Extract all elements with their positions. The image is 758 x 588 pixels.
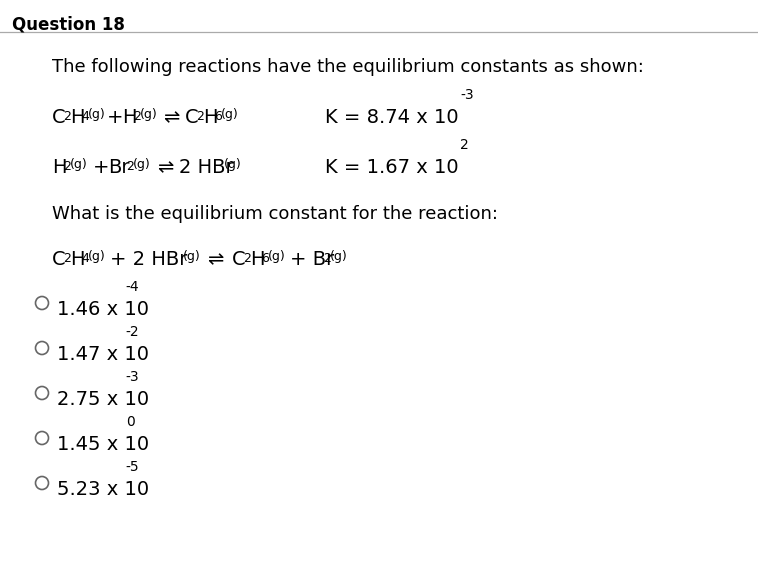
Text: 2: 2 — [126, 160, 134, 173]
Text: -5: -5 — [126, 460, 139, 474]
Text: (g): (g) — [268, 250, 286, 263]
Text: H: H — [70, 250, 84, 269]
Text: What is the equilibrium constant for the reaction:: What is the equilibrium constant for the… — [52, 205, 498, 223]
Text: 5.23 x 10: 5.23 x 10 — [57, 480, 149, 499]
Text: (g): (g) — [221, 108, 239, 121]
Text: 2: 2 — [460, 138, 468, 152]
Text: (g): (g) — [133, 158, 151, 171]
Text: C: C — [52, 108, 66, 127]
Text: 2: 2 — [243, 252, 251, 265]
Text: H: H — [203, 108, 218, 127]
Text: H: H — [250, 250, 265, 269]
Text: -3: -3 — [126, 370, 139, 384]
Text: C: C — [185, 108, 199, 127]
Text: (g): (g) — [70, 158, 88, 171]
Text: 2: 2 — [323, 252, 331, 265]
Text: 2.75 x 10: 2.75 x 10 — [57, 390, 149, 409]
Text: H: H — [70, 108, 84, 127]
Text: 2 HBr: 2 HBr — [179, 158, 233, 177]
Text: ⇌: ⇌ — [157, 158, 174, 177]
Text: 6: 6 — [261, 252, 269, 265]
Text: 2: 2 — [63, 110, 71, 123]
Text: 0: 0 — [126, 415, 134, 429]
Text: ⇌: ⇌ — [207, 250, 224, 269]
Text: -4: -4 — [126, 280, 139, 294]
Text: 6: 6 — [214, 110, 222, 123]
Text: 1.46 x 10: 1.46 x 10 — [57, 300, 149, 319]
Text: + 2 HBr: + 2 HBr — [110, 250, 187, 269]
Text: (g): (g) — [88, 108, 106, 121]
Text: K = 8.74 x 10: K = 8.74 x 10 — [325, 108, 459, 127]
Text: -3: -3 — [460, 88, 474, 102]
Text: The following reactions have the equilibrium constants as shown:: The following reactions have the equilib… — [52, 58, 644, 76]
Text: (g): (g) — [140, 108, 158, 121]
Text: C: C — [232, 250, 246, 269]
Text: K = 1.67 x 10: K = 1.67 x 10 — [325, 158, 459, 177]
Text: 2: 2 — [133, 110, 141, 123]
Text: 2: 2 — [63, 252, 71, 265]
Text: 2: 2 — [63, 160, 71, 173]
Text: H: H — [122, 108, 136, 127]
Text: 4: 4 — [81, 110, 89, 123]
Text: 2: 2 — [196, 110, 204, 123]
Text: 1.45 x 10: 1.45 x 10 — [57, 435, 149, 454]
Text: ⇌: ⇌ — [163, 108, 180, 127]
Text: H: H — [52, 158, 67, 177]
Text: C: C — [52, 250, 66, 269]
Text: (g): (g) — [224, 158, 242, 171]
Text: 1.47 x 10: 1.47 x 10 — [57, 345, 149, 364]
Text: + Br: + Br — [290, 250, 334, 269]
Text: 4: 4 — [81, 252, 89, 265]
Text: (g): (g) — [183, 250, 201, 263]
Text: (g): (g) — [88, 250, 106, 263]
Text: -2: -2 — [126, 325, 139, 339]
Text: (g): (g) — [330, 250, 348, 263]
Text: +: + — [107, 108, 124, 127]
Text: Br: Br — [108, 158, 130, 177]
Text: +: + — [93, 158, 109, 177]
Text: Question 18: Question 18 — [12, 15, 125, 33]
